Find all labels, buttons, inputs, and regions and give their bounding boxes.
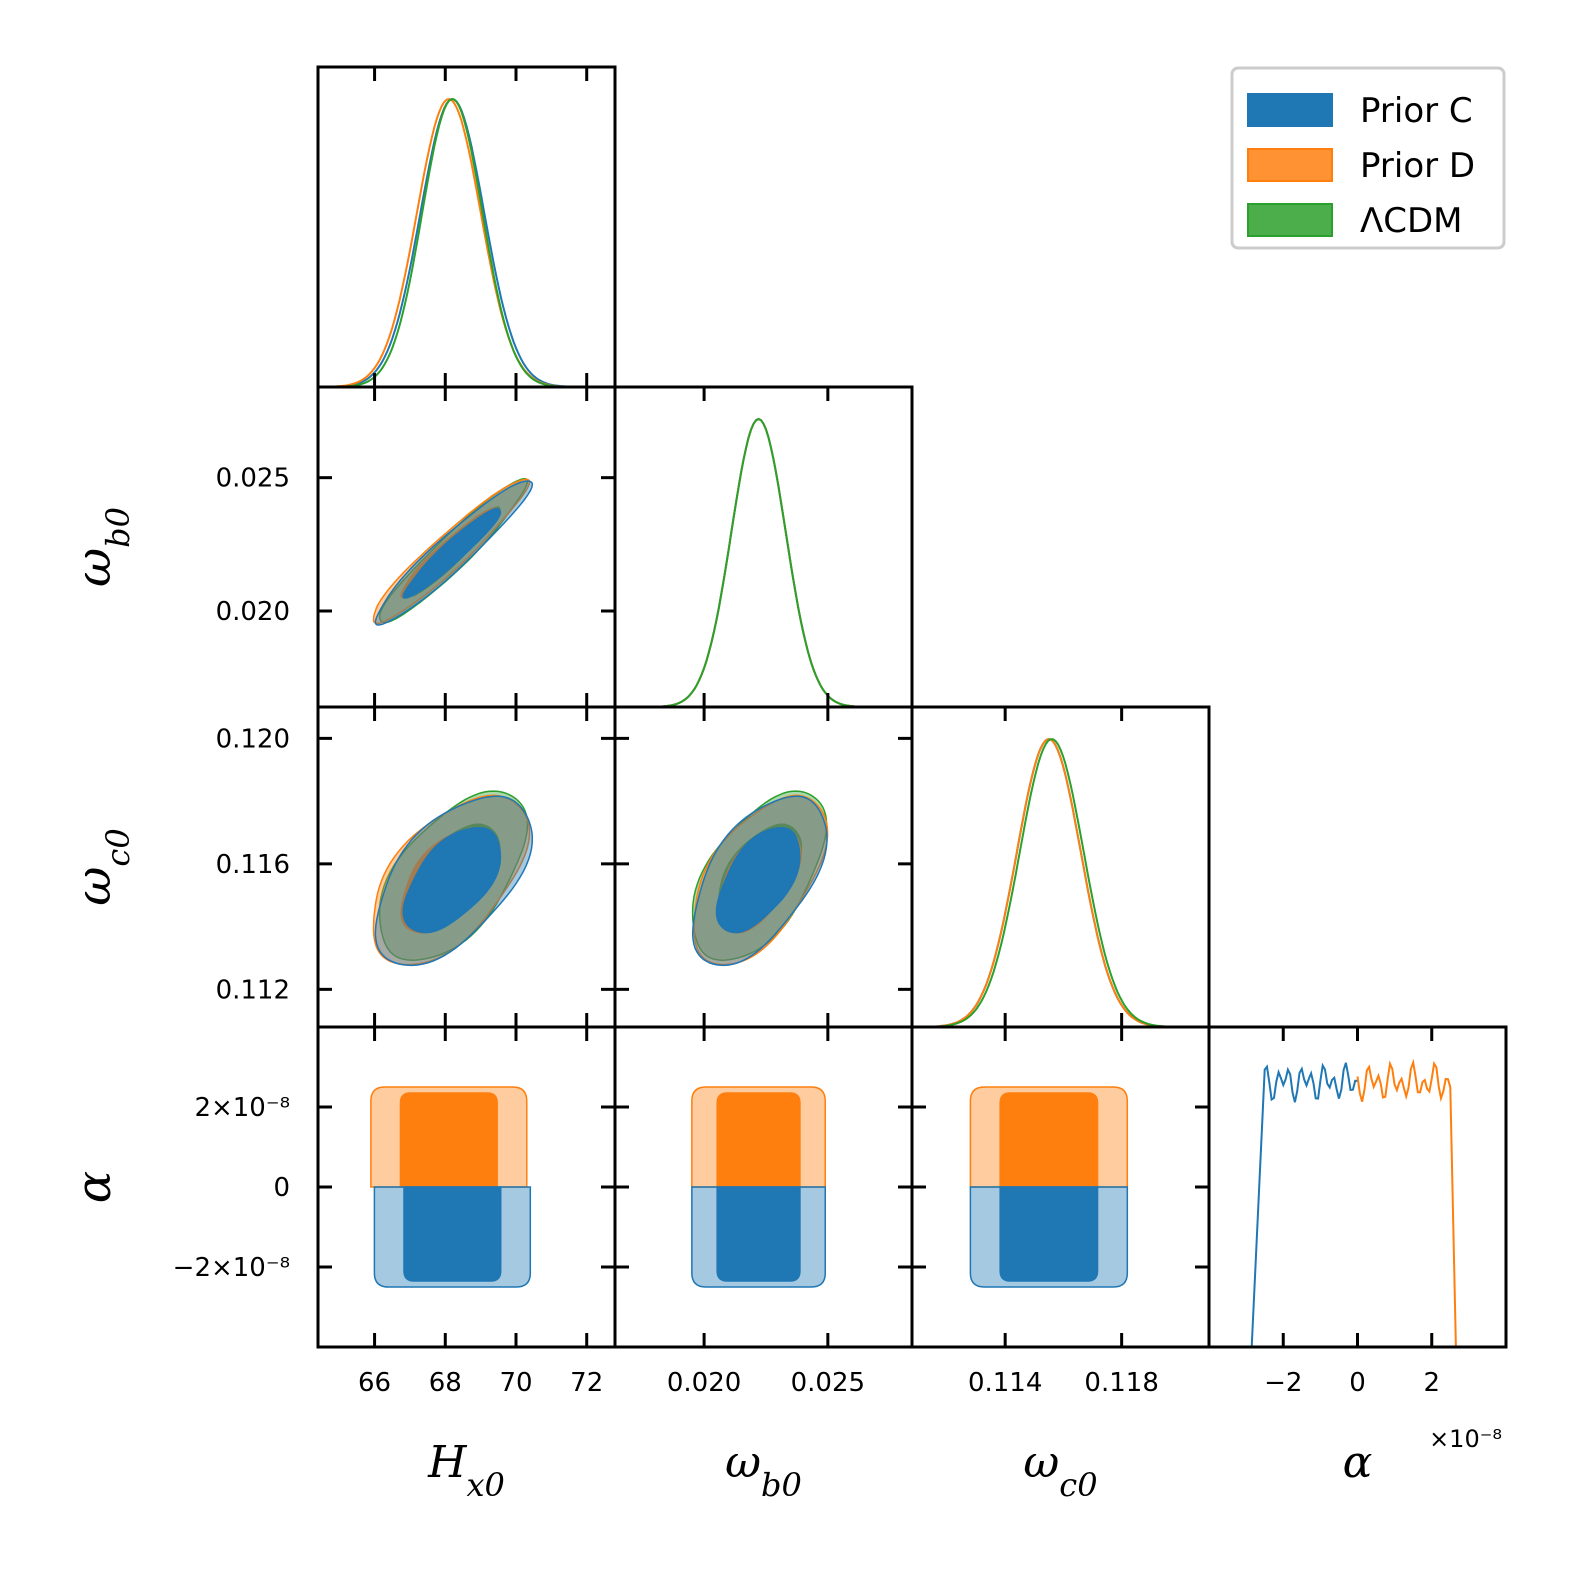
y-tick-label: −2×10⁻⁸ xyxy=(173,1253,290,1283)
legend-label: ΛCDM xyxy=(1360,201,1463,241)
marginal-cdm-wc xyxy=(912,738,1209,1028)
marginal-priorc-wc xyxy=(912,738,1209,1028)
legend-swatch xyxy=(1247,148,1333,182)
y-tick-label: 0.120 xyxy=(216,724,290,754)
marginal-cdm-wb xyxy=(615,417,912,708)
contour-priord-wc-alpha-68 xyxy=(999,1092,1099,1188)
y-axis-title-alpha: α xyxy=(66,1171,122,1203)
x-axis-title-H: Hx0 xyxy=(427,1437,505,1504)
x-tick-label: 70 xyxy=(499,1368,532,1398)
x-tick-label: 0.114 xyxy=(968,1368,1042,1398)
marginal-priord-alpha xyxy=(1356,1058,1464,1348)
contour-priord-wb-alpha-68 xyxy=(716,1092,801,1188)
marginal-priorc-wb xyxy=(615,417,912,708)
x-tick-label: 72 xyxy=(570,1368,603,1398)
y-axis-title-wc: ωc0 xyxy=(66,828,137,905)
x-axis-title-wb: ωb0 xyxy=(725,1437,802,1504)
contour-priorc-wc-alpha-68 xyxy=(999,1186,1099,1282)
x-tick-label: 0 xyxy=(1349,1368,1366,1398)
panel-frame-0-0 xyxy=(316,65,617,389)
x-axis-title-alpha: α xyxy=(1343,1437,1373,1488)
x-axis-title-wc: ωc0 xyxy=(1023,1437,1097,1504)
contour-priorc-H-wb-68 xyxy=(402,508,502,599)
x-tick-label: 2 xyxy=(1423,1368,1440,1398)
marginal-priord-wc xyxy=(912,738,1209,1028)
x-tick-label: 0.020 xyxy=(667,1368,741,1398)
x-tick-label: −2 xyxy=(1264,1368,1302,1398)
y-tick-label: 0 xyxy=(273,1173,290,1203)
marginal-priorc-alpha xyxy=(1250,1062,1358,1348)
y-tick-label: 0.025 xyxy=(216,464,290,494)
contour-priorc-wb-wc-68 xyxy=(715,826,801,934)
x-tick-label: 0.118 xyxy=(1084,1368,1158,1398)
contour-priorc-H-wc-68 xyxy=(402,826,502,934)
y-tick-label: 0.020 xyxy=(216,597,290,627)
x-tick-label: 66 xyxy=(358,1368,391,1398)
contour-priorc-wb-alpha-68 xyxy=(716,1186,801,1282)
x-tick-label: 0.025 xyxy=(791,1368,865,1398)
y-tick-label: 0.112 xyxy=(216,975,290,1005)
panel-frame-1-1 xyxy=(613,385,914,709)
y-axis-title-wb: ωb0 xyxy=(66,507,137,587)
legend-swatch xyxy=(1247,93,1333,127)
contour-priord-H-alpha-68 xyxy=(399,1092,498,1188)
x-tick-label: 68 xyxy=(429,1368,462,1398)
legend-label: Prior C xyxy=(1360,91,1473,131)
x-offset-label: ×10⁻⁸ xyxy=(1429,1425,1502,1453)
legend-label: Prior D xyxy=(1360,146,1475,186)
contour-priorc-H-alpha-68 xyxy=(403,1186,502,1282)
y-tick-label: 0.116 xyxy=(216,850,290,880)
marginal-priord-H xyxy=(318,97,615,388)
y-tick-label: 2×10⁻⁸ xyxy=(194,1093,290,1123)
marginal-priord-wb xyxy=(615,417,912,708)
legend-swatch xyxy=(1247,203,1333,237)
